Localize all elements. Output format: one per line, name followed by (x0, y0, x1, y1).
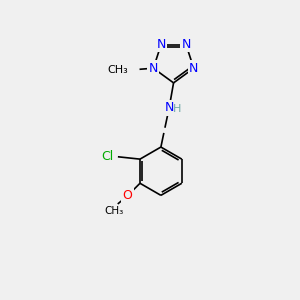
Text: N: N (156, 38, 166, 51)
Text: H: H (173, 104, 182, 114)
Text: Cl: Cl (101, 150, 113, 163)
Text: N: N (181, 38, 191, 51)
Text: O: O (123, 189, 133, 202)
Text: N: N (164, 101, 174, 114)
Text: N: N (149, 62, 158, 75)
Text: CH₃: CH₃ (105, 206, 124, 216)
Text: CH₃: CH₃ (107, 65, 128, 75)
Text: N: N (189, 62, 198, 75)
